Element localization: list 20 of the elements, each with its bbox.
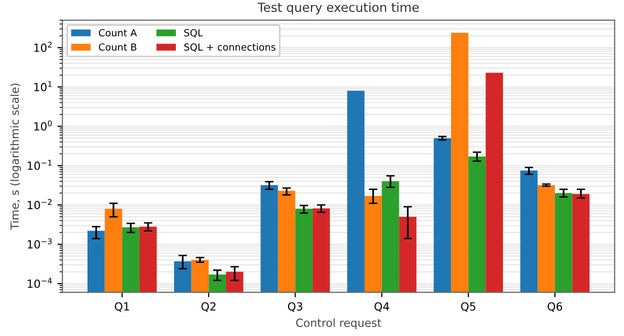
- x-axis-title: Control request: [296, 318, 382, 330]
- legend-label: Count B: [98, 43, 136, 51]
- legend-label: SQL + connections: [184, 43, 276, 52]
- x-tick-label: Q3: [288, 302, 302, 312]
- y-tick-label: 10$^{2}$: [34, 42, 52, 52]
- legend-label: SQL: [184, 29, 203, 38]
- y-tick-label: 10$^{−3}$: [28, 238, 52, 249]
- y-tick-label: 10$^{−4}$: [28, 278, 52, 288]
- x-tick-label: Q1: [114, 302, 130, 312]
- x-tick-label: Q4: [374, 302, 390, 312]
- y-tick-label: 10$^{1}$: [34, 81, 52, 92]
- y-tick-label: 10$^{−2}$: [28, 199, 52, 210]
- legend-label: Count A: [98, 29, 137, 36]
- x-tick-label: Q6: [548, 302, 562, 312]
- chart-title: Test query execution time: [258, 2, 419, 14]
- x-tick-label: Q5: [461, 302, 476, 312]
- y-tick-label: 10$^{−1}$: [28, 160, 52, 170]
- x-tick-label: Q2: [201, 302, 216, 312]
- y-axis-title: Time, s (logarithmic scale): [10, 84, 22, 230]
- y-tick-label: 10$^{0}$: [34, 120, 52, 131]
